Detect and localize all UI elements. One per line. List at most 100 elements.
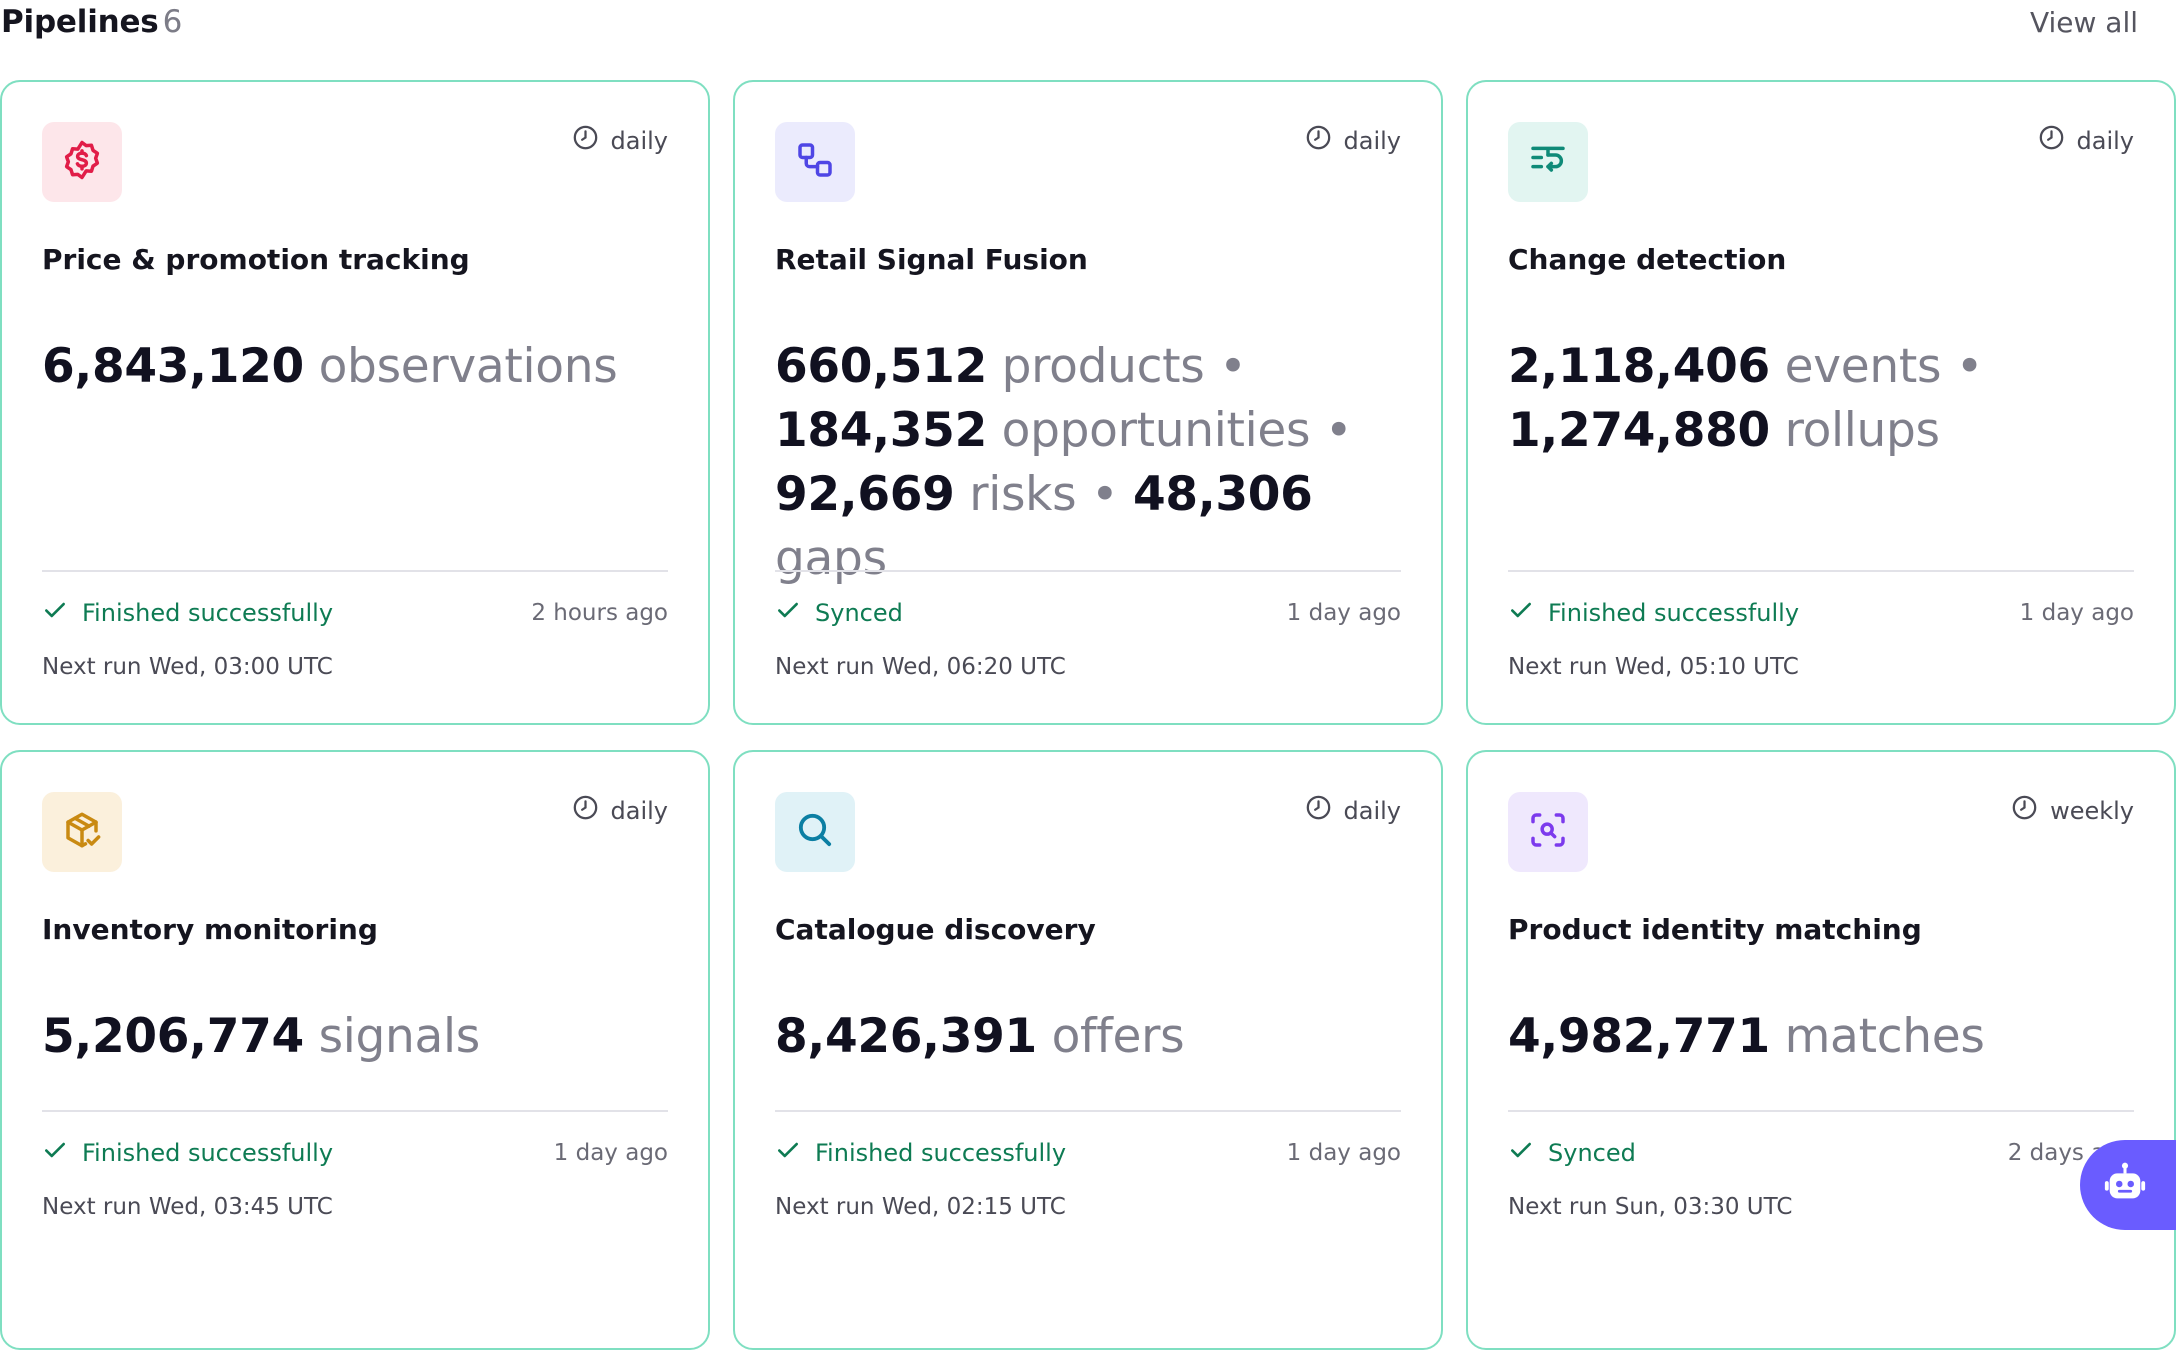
last-run-time: 1 day ago (2019, 600, 2134, 626)
metric-value: 184,352 (775, 403, 987, 458)
schedule-frequency: weekly (2011, 794, 2134, 827)
pipeline-metrics: 2,118,406 events • 1,274,880 rollups (1508, 335, 2148, 463)
status-label: Synced (815, 599, 903, 627)
pipeline-card-change-detection[interactable]: daily Change detection 2,118,406 events … (1466, 80, 2176, 725)
metric-value: 1,274,880 (1508, 403, 1770, 458)
metric-label: gaps (775, 531, 887, 586)
pipeline-card-retail-signal-fusion[interactable]: daily Retail Signal Fusion 660,512 produ… (733, 80, 1443, 725)
schedule-frequency: daily (1305, 794, 1401, 827)
metric-separator: • (1324, 403, 1353, 458)
card-divider (42, 1110, 668, 1112)
pipeline-name: Inventory monitoring (42, 913, 378, 946)
pipeline-name: Change detection (1508, 243, 1787, 276)
metric-label: events (1784, 339, 1942, 394)
last-run-time: 1 day ago (553, 1140, 668, 1166)
pipeline-name: Product identity matching (1508, 913, 1922, 946)
search-icon (795, 810, 835, 854)
check-icon (775, 1137, 801, 1169)
metric-value: 6,843,120 (42, 339, 304, 394)
metric-separator: • (1955, 339, 1984, 394)
status-label: Finished successfully (815, 1139, 1067, 1167)
dollar-badge-icon (61, 139, 103, 185)
run-status: Finished successfully (42, 597, 333, 629)
package-check-icon (61, 809, 103, 855)
last-run-time: 1 day ago (1286, 1140, 1401, 1166)
next-run: Next run Wed, 03:00 UTC (42, 654, 333, 680)
card-divider (775, 570, 1401, 572)
pipeline-metrics: 8,426,391 offers (775, 1005, 1415, 1069)
pipeline-name: Catalogue discovery (775, 913, 1096, 946)
pipeline-metrics: 6,843,120 observations (42, 335, 682, 399)
card-icon-tile (42, 122, 122, 202)
pipeline-card-inventory-monitoring[interactable]: daily Inventory monitoring 5,206,774 sig… (0, 750, 710, 1350)
schedule-frequency: daily (1305, 124, 1401, 157)
metric-label: offers (1051, 1009, 1185, 1064)
metric-value: 92,669 (775, 467, 955, 522)
view-all-link[interactable]: View all (2029, 6, 2138, 39)
metric-label: opportunities (1001, 403, 1311, 458)
check-icon (775, 597, 801, 629)
pipeline-card-price-promotion[interactable]: daily Price & promotion tracking 6,843,1… (0, 80, 710, 725)
scan-search-icon (1528, 810, 1568, 854)
card-icon-tile (775, 122, 855, 202)
run-status: Finished successfully (42, 1137, 333, 1169)
frequency-label: daily (610, 126, 668, 155)
status-label: Finished successfully (1548, 599, 1800, 627)
check-icon (1508, 1137, 1534, 1169)
metric-value: 8,426,391 (775, 1009, 1037, 1064)
metric-value: 4,982,771 (1508, 1009, 1770, 1064)
assistant-button[interactable] (2080, 1140, 2176, 1230)
pipeline-count: 6 (162, 4, 183, 40)
clock-icon (1305, 794, 1332, 827)
card-divider (1508, 570, 2134, 572)
run-status: Finished successfully (1508, 597, 1799, 629)
status-label: Synced (1548, 1139, 1636, 1167)
metric-separator: • (1219, 339, 1247, 394)
pipeline-card-catalogue-discovery[interactable]: daily Catalogue discovery 8,426,391 offe… (733, 750, 1443, 1350)
check-icon (42, 597, 68, 629)
check-icon (1508, 597, 1534, 629)
frequency-label: daily (1343, 126, 1401, 155)
check-icon (42, 1137, 68, 1169)
schedule-frequency: daily (572, 794, 668, 827)
frequency-label: weekly (2050, 796, 2134, 825)
pipeline-metrics: 4,982,771 matches (1508, 1005, 2148, 1069)
clock-icon (572, 794, 599, 827)
clock-icon (572, 124, 599, 157)
metric-value: 48,306 (1133, 467, 1313, 522)
clock-icon (2038, 124, 2065, 157)
next-run: Next run Wed, 05:10 UTC (1508, 654, 1799, 680)
metric-label: products (1001, 339, 1205, 394)
schedule-frequency: daily (572, 124, 668, 157)
frequency-label: daily (1343, 796, 1401, 825)
card-icon-tile (775, 792, 855, 872)
metric-value: 2,118,406 (1508, 339, 1770, 394)
pipeline-card-product-identity-matching[interactable]: weekly Product identity matching 4,982,7… (1466, 750, 2176, 1350)
status-label: Finished successfully (82, 1139, 334, 1167)
metric-separator: • (1090, 467, 1119, 522)
title-text: Pipelines (1, 4, 159, 40)
metric-label: risks (969, 467, 1077, 522)
status-label: Finished successfully (82, 599, 334, 627)
pipeline-name: Price & promotion tracking (42, 243, 470, 276)
run-status: Synced (775, 597, 903, 629)
pipeline-name: Retail Signal Fusion (775, 243, 1088, 276)
metric-value: 5,206,774 (42, 1009, 304, 1064)
card-icon-tile (42, 792, 122, 872)
next-run: Next run Wed, 02:15 UTC (775, 1194, 1066, 1220)
run-status: Finished successfully (775, 1137, 1066, 1169)
last-run-time: 2 hours ago (531, 600, 668, 626)
pipeline-metrics: 660,512 products • 184,352 opportunities… (775, 335, 1415, 591)
next-run: Next run Wed, 03:45 UTC (42, 1194, 333, 1220)
metric-value: 660,512 (775, 339, 987, 394)
list-change-icon (1528, 140, 1568, 184)
frequency-label: daily (2076, 126, 2134, 155)
last-run-time: 1 day ago (1286, 600, 1401, 626)
schedule-frequency: daily (2038, 124, 2134, 157)
card-icon-tile (1508, 792, 1588, 872)
next-run: Next run Wed, 06:20 UTC (775, 654, 1066, 680)
next-run: Next run Sun, 03:30 UTC (1508, 1194, 1793, 1220)
metric-label: observations (318, 339, 618, 394)
card-divider (42, 570, 668, 572)
pipeline-metrics: 5,206,774 signals (42, 1005, 682, 1069)
